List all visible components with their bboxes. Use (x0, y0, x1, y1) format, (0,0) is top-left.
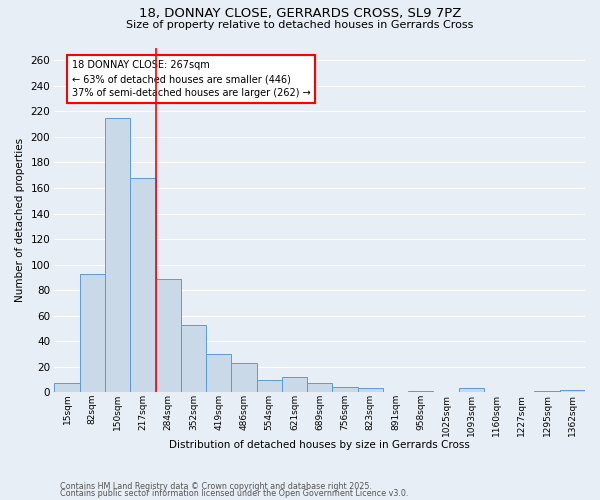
Text: Contains public sector information licensed under the Open Government Licence v3: Contains public sector information licen… (60, 490, 409, 498)
Bar (130, 178, 155, 392)
Bar (105, 118, 130, 392)
Bar (332, 387, 358, 392)
Bar (232, 363, 257, 392)
Bar (535, 391, 560, 392)
Bar (257, 380, 282, 392)
Bar (206, 354, 232, 393)
Bar (458, 388, 484, 392)
Text: Size of property relative to detached houses in Gerrards Cross: Size of property relative to detached ho… (127, 20, 473, 30)
Bar (55, 384, 80, 392)
Text: 18 DONNAY CLOSE: 267sqm
← 63% of detached houses are smaller (446)
37% of semi-d: 18 DONNAY CLOSE: 267sqm ← 63% of detache… (71, 60, 310, 98)
Text: Contains HM Land Registry data © Crown copyright and database right 2025.: Contains HM Land Registry data © Crown c… (60, 482, 372, 491)
Bar (560, 390, 585, 392)
Bar (307, 384, 332, 392)
Text: 18, DONNAY CLOSE, GERRARDS CROSS, SL9 7PZ: 18, DONNAY CLOSE, GERRARDS CROSS, SL9 7P… (139, 8, 461, 20)
Bar (181, 324, 206, 392)
Bar (155, 278, 181, 392)
Bar (80, 274, 105, 392)
Bar (358, 388, 383, 392)
Y-axis label: Number of detached properties: Number of detached properties (15, 138, 25, 302)
X-axis label: Distribution of detached houses by size in Gerrards Cross: Distribution of detached houses by size … (169, 440, 470, 450)
Bar (408, 391, 433, 392)
Bar (282, 377, 307, 392)
